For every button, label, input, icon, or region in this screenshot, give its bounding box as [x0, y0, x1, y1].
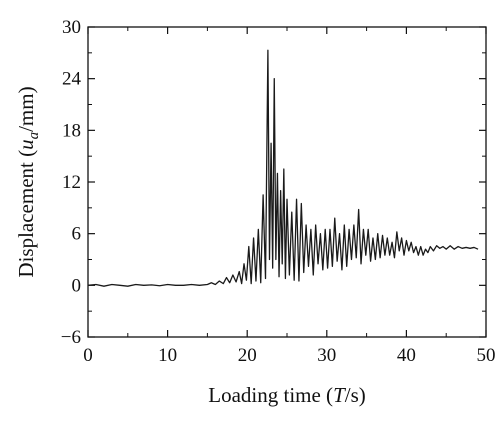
- y-axis-title: Displacement (ua/mm): [14, 86, 42, 277]
- y-tick-label: 12: [62, 172, 81, 193]
- y-tick-label: 0: [72, 275, 82, 296]
- x-axis-ticks: 0 10 20 30 40 50: [83, 27, 496, 366]
- y-tick-label: 30: [62, 17, 81, 38]
- x-tick-label: 20: [238, 345, 257, 366]
- x-tick-label: 0: [83, 345, 93, 366]
- x-axis-title: Loading time (T/s): [208, 383, 366, 407]
- y-tick-label: 24: [62, 69, 82, 90]
- y-tick-label: −6: [61, 327, 81, 348]
- x-tick-label: 40: [397, 345, 416, 366]
- x-tick-label: 30: [317, 345, 336, 366]
- y-tick-label: 18: [62, 120, 81, 141]
- plot-frame: [87, 26, 487, 338]
- displacement-series-line: [87, 49, 479, 287]
- y-axis-ticks: −6 0 6 12 18 24 30: [61, 17, 486, 348]
- y-tick-label: 6: [72, 224, 82, 245]
- x-tick-label: 50: [477, 345, 496, 366]
- x-tick-label: 10: [158, 345, 177, 366]
